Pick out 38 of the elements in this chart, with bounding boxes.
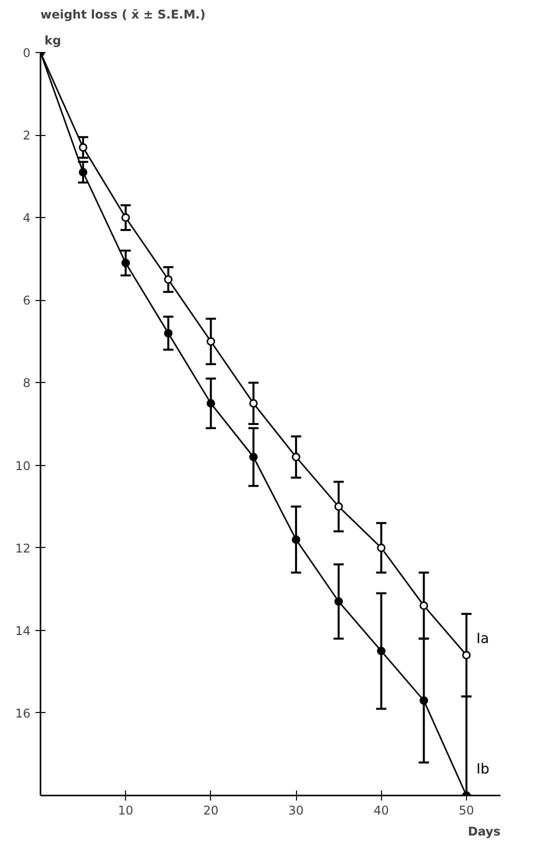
point [376,646,386,656]
y-tick-label: 14 [15,624,31,638]
x-tick-label: 40 [374,804,389,818]
y-tick-label: 10 [15,458,31,473]
point [249,452,258,462]
series-label: Ib [476,762,490,778]
point [376,544,386,552]
y-tick-label: 8 [22,376,31,390]
point [334,502,343,511]
point [420,696,428,705]
point [206,399,216,408]
point [78,143,88,152]
x-tick-label: 10 [118,804,134,818]
point [164,275,173,284]
point [420,601,428,610]
chart-title: weight loss ( x̄ ± S.E.M.) [40,8,206,22]
point [164,328,173,338]
point [121,258,130,268]
x-tick-label: 50 [458,804,474,818]
x-tick-label: 20 [203,804,219,818]
point [292,535,300,544]
point [334,597,343,606]
y-axis-title: kg [44,34,62,48]
y-tick-label: 0 [22,46,31,60]
y-tick-label: 4 [22,211,31,226]
y-tick-label: 2 [22,128,31,143]
point [292,452,300,462]
x-tick-label: 30 [288,804,304,818]
point [249,399,258,408]
point [121,213,130,222]
y-tick-label: 6 [22,294,31,308]
x-axis-title: Days [468,824,500,838]
y-tick-label: 12 [15,541,31,556]
point [462,650,471,660]
point [206,337,216,346]
y-tick-label: 16 [15,706,31,720]
series-label: Ia [476,631,490,648]
point [78,168,88,176]
